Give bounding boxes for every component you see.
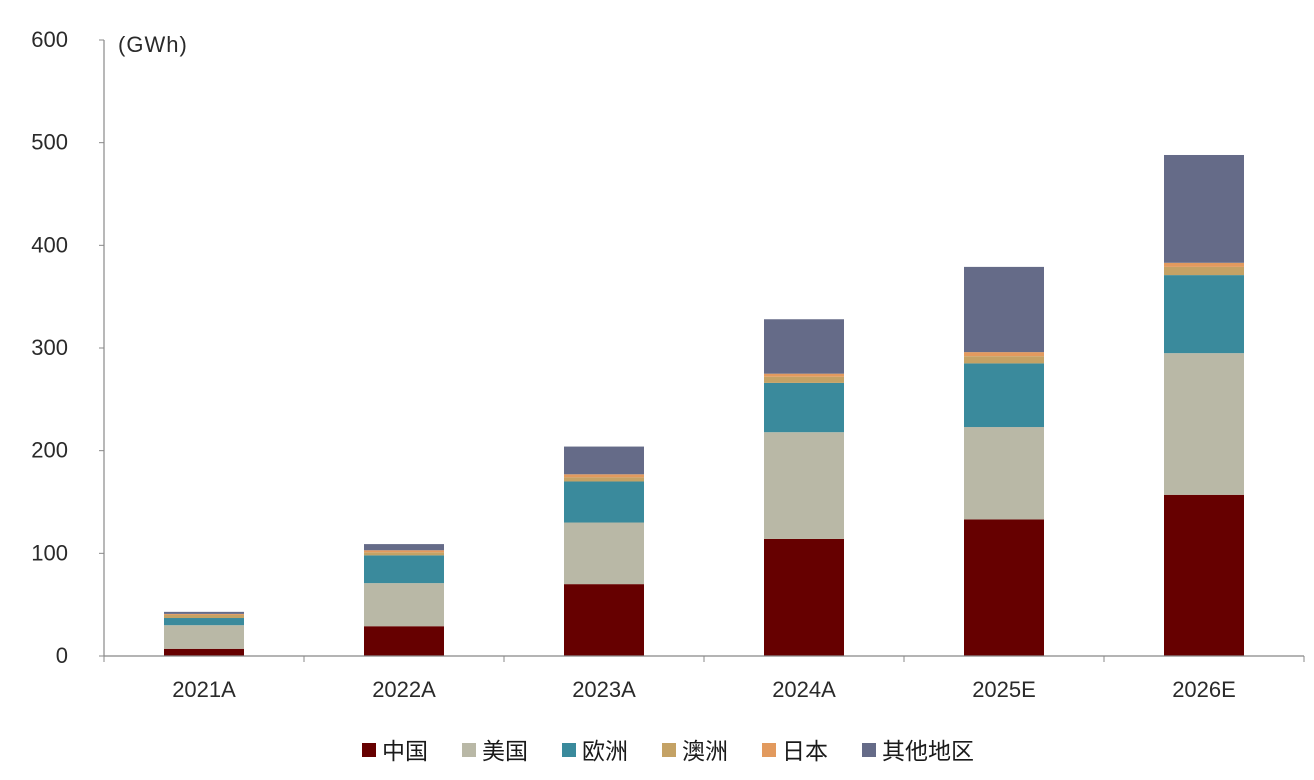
bar-segment-5-2 [964,427,1044,520]
legend-label: 欧洲 [582,739,628,765]
bar-segment-1-6 [164,611,244,614]
legend-swatch [462,743,476,757]
bar-segment-5-5 [964,352,1044,357]
bar-segment-6-2 [1164,353,1244,495]
bar-segment-5-6 [964,266,1044,353]
legend-label: 日本 [782,739,828,765]
y-tick-label: 0 [56,643,68,668]
legend-swatch [662,743,676,757]
bar-segment-4-6 [764,319,844,374]
y-tick-label: 300 [31,335,68,360]
bar-segment-5-4 [964,356,1044,364]
x-tick-label: 2023A [572,677,636,702]
bar-segment-1-1 [164,648,244,656]
bar-segment-4-3 [764,382,844,433]
bar-segment-2-1 [364,626,444,656]
bar-segment-2-6 [364,544,444,551]
x-tick-label: 2022A [372,677,436,702]
y-tick-label: 400 [31,232,68,257]
y-axis-unit-label: (GWh) [118,32,188,57]
bar-segment-2-3 [364,555,444,584]
legend-label: 美国 [482,739,528,765]
legend-swatch [362,743,376,757]
legend-label: 其他地区 [882,739,974,765]
bar-segment-6-4 [1164,266,1244,276]
bar-segment-1-4 [164,614,244,619]
legend-swatch [862,743,876,757]
bar-segment-3-1 [564,584,644,656]
bar-segment-6-3 [1164,275,1244,354]
bar-segment-4-1 [764,538,844,656]
bar-segment-4-4 [764,376,844,383]
legend-label: 中国 [382,739,428,765]
y-tick-label: 500 [31,130,68,155]
bar-segment-3-2 [564,522,644,585]
bar-segment-5-3 [964,363,1044,428]
legend-swatch [762,743,776,757]
bar-segment-6-6 [1164,154,1244,263]
legend: 中国 美国 欧洲 澳洲 日本 其他地区 [362,739,974,765]
bar-segment-3-6 [564,446,644,475]
x-tick-label: 2021A [172,677,236,702]
x-tick-label: 2026E [1172,677,1236,702]
y-tick-label: 600 [31,27,68,52]
bar-segment-6-5 [1164,262,1244,267]
bar-segment-4-2 [764,432,844,539]
bar-segment-2-4 [364,552,444,556]
bar-segment-3-4 [564,477,644,482]
bar-segment-3-5 [564,474,644,478]
bar-segment-1-3 [164,618,244,626]
bar-segment-3-3 [564,481,644,523]
bars-layer [164,154,1244,656]
bar-segment-4-5 [764,373,844,377]
y-tick-label: 200 [31,438,68,463]
x-tick-label: 2024A [772,677,836,702]
axes-layer: 0 100 200 300 400 500 600 2021A 2022A 2023A 2024A 2… [31,27,1305,702]
bar-segment-2-5 [364,550,444,553]
bar-segment-1-5 [164,613,244,615]
bar-segment-5-1 [964,519,1044,656]
bar-segment-1-2 [164,625,244,649]
x-tick-label: 2025E [972,677,1036,702]
bar-segment-2-2 [364,583,444,627]
legend-swatch [562,743,576,757]
legend-label: 澳洲 [682,739,728,765]
bar-segment-6-1 [1164,494,1244,656]
y-tick-label: 100 [31,540,68,565]
